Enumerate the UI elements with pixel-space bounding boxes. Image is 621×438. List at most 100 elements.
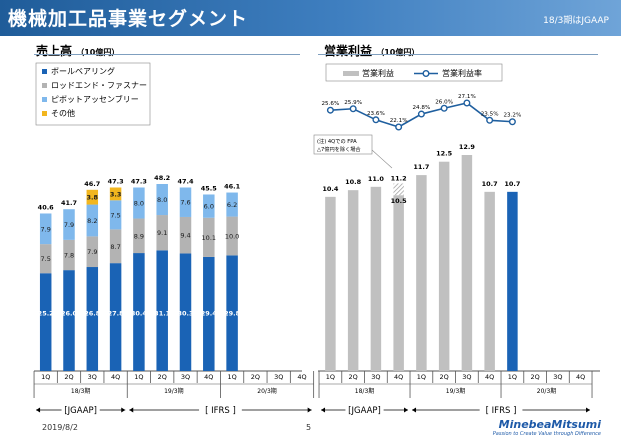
bar-segment-ball_bearing [203,256,215,371]
sales-data-label: 3.3 [110,190,122,198]
op-bar [393,195,404,371]
logo-name: MinebeaMitsumi [498,418,601,431]
margin-point [349,105,357,113]
margin-data-label: 23.5% [481,111,499,117]
op-data-label: 11.0 [368,175,385,183]
sales-arrow-head [36,407,41,413]
sales-tick-label: 3Q [88,373,97,381]
margin-data-label: 25.9% [344,100,362,106]
bar-segment-pivot [109,200,122,230]
profit-tick-label: 3Q [462,373,471,381]
bar-segment-ball_bearing [133,253,145,371]
op-data-label: 10.4 [322,185,339,193]
margin-point [463,99,471,107]
profit-arrow-head [412,407,417,413]
sales-data-label: 7.9 [41,225,51,233]
legend-box-profit [325,63,503,82]
bar-segment-other [86,189,99,205]
sales-data-label: 3.8 [87,194,99,202]
sales-tick-label: 4Q [204,373,213,381]
legend-margin-label: 営業利益率 [442,68,482,78]
margin-point [372,116,380,124]
bar-segment-pivot [179,187,192,217]
op-bar [325,196,336,371]
op-bar [416,175,427,371]
sales-data-label: 9.1 [157,229,167,237]
profit-tick-label: 1Q [417,373,426,381]
legend-margin-marker [422,69,430,77]
sales-total-label: 46.7 [84,180,100,188]
legend-label-1: ロッドエンド・ファスナー [51,81,147,90]
bar-segment-rod_end [133,218,145,254]
sales-tick-label: 2Q [251,373,260,381]
profit-tick-label: 2Q [349,373,358,381]
profit-standard-label: [ IFRS ] [486,406,517,416]
sales-data-label: 7.5 [110,211,120,219]
profit-divider [318,54,598,55]
bar-segment-ball_bearing [179,253,192,371]
legend-label-0: ボールベアリング [51,66,115,76]
sales-data-label: 9.4 [180,232,190,240]
profit-tick-label: 1Q [326,373,335,381]
sales-tick-label: 3Q [274,373,283,381]
bar-segment-other [109,187,122,201]
profit-standard-label: [JGAAP] [348,406,381,416]
sales-data-label: 6.0 [204,203,214,211]
margin-data-label: 22.1% [390,118,408,124]
margin-data-label: 26.0% [435,99,453,105]
sales-data-label: 8.2 [87,217,97,225]
logo-tagline: Passion to Create Value through Differen… [492,431,601,437]
sales-unit: （10億円） [76,48,120,57]
bar-segment-ball_bearing [63,270,75,371]
bar-segment-pivot [63,209,75,240]
legend-op-label: 営業利益 [362,68,394,78]
margin-point [486,116,494,124]
op-bar-fpa-hatch [393,183,404,196]
sales-tick-label: 1Q [227,373,236,381]
sales-tick-label: 4Q [297,373,306,381]
profit-tick-label: 2Q [440,373,449,381]
sales-total-label: 45.5 [201,184,218,192]
margin-data-label: 25.6% [322,101,340,107]
op-data-label: 12.9 [459,143,476,151]
margin-point [417,110,425,118]
profit-tick-label: 2Q [531,373,540,381]
margin-data-label: 24.8% [413,105,431,111]
op-bar [438,161,450,371]
footer-date: 2019/8/2 [42,423,78,432]
bar-segment-rod_end [179,216,192,254]
sales-data-label: 10.1 [202,234,216,242]
header-bar: 機械加工品事業セグメント 18/3期はJGAAP [0,0,621,36]
bar-segment-ball_bearing [226,255,238,371]
profit-tick-label: 3Q [371,373,380,381]
legend-label-2: ピボットアッセンブリー [51,94,139,104]
fpa-note-line-1: (注) 4Qでの FPA [317,137,357,145]
bar-segment-ball_bearing [86,267,99,371]
margin-data-label: 27.1% [458,94,476,100]
op-data-label: 11.2 [391,174,407,182]
fpa-note-pointer [371,149,393,169]
op-data-label: 10.7 [504,180,520,188]
bar-segment-ball_bearing [109,263,122,371]
margin-data-label: 23.6% [367,111,385,117]
bar-segment-rod_end [156,215,168,251]
bar-segment-rod_end [203,217,215,257]
margin-point [326,106,334,114]
margin-data-label: 23.2% [504,113,522,119]
op-data-label: 12.5 [436,150,453,158]
legend-op-swatch [343,71,359,76]
margin-point [440,104,448,112]
profit-tick-label: 4Q [576,373,585,381]
sales-tick-label: 1Q [41,373,50,381]
profit-tick-label: 4Q [485,373,494,381]
sales-arrow-head [129,407,134,413]
sales-data-label: 8.7 [110,243,120,251]
sales-total-label: 47.3 [108,177,124,185]
sales-period-label: 18/3期 [71,387,90,395]
sales-data-label: 26.8 [84,310,101,318]
profit-period-label: 20/3期 [537,387,556,395]
op-data-label: 10.8 [345,178,362,186]
legend-swatch-1 [42,83,47,88]
sales-tick-label: 1Q [134,373,143,381]
sales-data-label: 7.9 [64,221,74,229]
